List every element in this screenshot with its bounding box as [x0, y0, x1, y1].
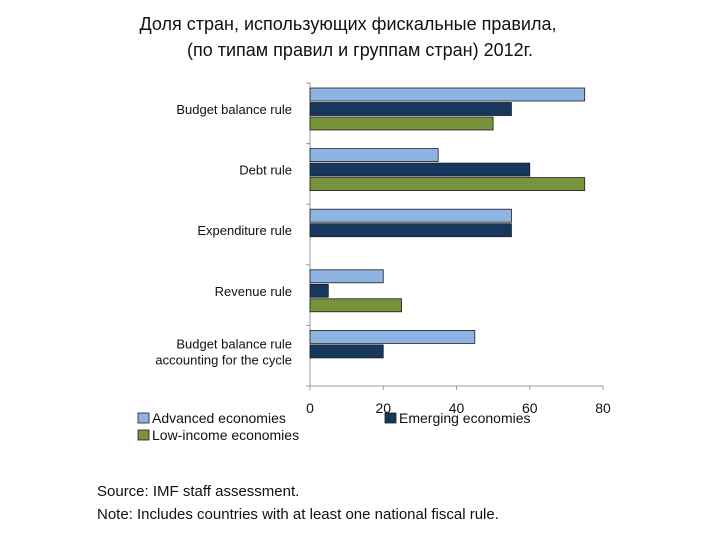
x-tick-label: 60: [522, 400, 538, 416]
x-tick-label: 40: [449, 400, 465, 416]
bar-advanced-economies: [309, 269, 384, 284]
legend-swatch-advanced-economies: [137, 412, 150, 424]
category-label: Debt rule: [239, 163, 292, 178]
category-label: Revenue rule: [215, 284, 292, 299]
x-tick-label: 0: [306, 400, 314, 416]
bar-emerging-economies: [309, 344, 384, 359]
legend-label-advanced-economies: Advanced economies: [152, 410, 286, 426]
bar-advanced-economies: [309, 87, 586, 102]
bar-advanced-economies: [309, 208, 512, 223]
category-label: Budget balance rule: [176, 336, 292, 351]
slide-title-line-1: Доля стран, использующих фискальные прав…: [139, 14, 557, 34]
x-tick-label: 20: [375, 400, 391, 416]
legend-label-emerging-economies: Emerging economies: [399, 410, 531, 426]
bar-emerging-economies: [309, 162, 531, 177]
bar-low-income-economies: [309, 177, 586, 192]
bar-emerging-economies: [309, 283, 329, 298]
bar-emerging-economies: [309, 223, 512, 238]
legend-swatch-emerging-economies: [384, 412, 397, 424]
bar-advanced-economies: [309, 329, 476, 344]
bar-emerging-economies: [309, 102, 512, 116]
bar-low-income-economies: [309, 116, 494, 131]
x-tick-label: 80: [595, 400, 611, 416]
category-label: Expenditure rule: [197, 223, 292, 238]
footnote: Note: Includes countries with at least o…: [97, 506, 499, 523]
category-label: Budget balance rule: [176, 102, 292, 117]
legend-label-low-income-economies: Low-income economies: [152, 427, 299, 443]
source-note: Source: IMF staff assessment.: [97, 483, 300, 500]
bar-low-income-economies: [309, 298, 402, 313]
legend-swatch-low-income-economies: [137, 429, 150, 441]
slide-title-line-2: (по типам правил и группам стран) 2012г.: [187, 40, 533, 60]
bar-advanced-economies: [309, 148, 439, 163]
category-label: accounting for the cycle: [155, 352, 292, 367]
